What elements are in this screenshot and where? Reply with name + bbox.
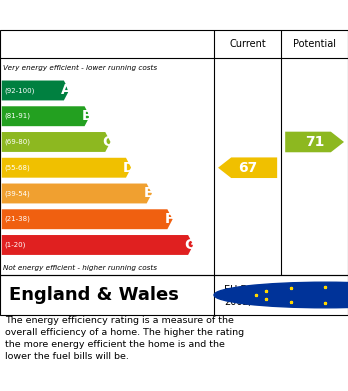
Text: Very energy efficient - lower running costs: Very energy efficient - lower running co…: [3, 65, 158, 71]
Polygon shape: [2, 158, 131, 178]
Text: B: B: [81, 109, 92, 123]
Text: Energy Efficiency Rating: Energy Efficiency Rating: [10, 7, 220, 23]
Polygon shape: [2, 132, 111, 152]
Text: The energy efficiency rating is a measure of the
overall efficiency of a home. T: The energy efficiency rating is a measur…: [5, 316, 244, 361]
Text: D: D: [122, 161, 134, 175]
Text: Not energy efficient - higher running costs: Not energy efficient - higher running co…: [3, 265, 158, 271]
Text: (92-100): (92-100): [5, 87, 35, 94]
Text: 71: 71: [305, 135, 324, 149]
Text: (21-38): (21-38): [5, 216, 30, 222]
Polygon shape: [218, 158, 277, 178]
Circle shape: [214, 282, 348, 308]
Text: (39-54): (39-54): [5, 190, 30, 197]
Polygon shape: [2, 106, 90, 126]
Polygon shape: [2, 235, 193, 255]
Polygon shape: [285, 132, 344, 152]
Text: F: F: [165, 212, 174, 226]
Text: (55-68): (55-68): [5, 165, 30, 171]
Text: E: E: [144, 187, 153, 201]
Text: A: A: [61, 83, 71, 97]
Text: G: G: [184, 238, 196, 252]
Polygon shape: [2, 81, 69, 100]
Text: (1-20): (1-20): [5, 242, 26, 248]
Text: 67: 67: [238, 161, 257, 175]
Polygon shape: [2, 209, 173, 229]
Text: Current: Current: [229, 39, 266, 49]
Text: (81-91): (81-91): [5, 113, 31, 120]
Text: 2002/91/EC: 2002/91/EC: [224, 297, 281, 307]
Polygon shape: [2, 183, 152, 203]
Text: Potential: Potential: [293, 39, 336, 49]
Text: EU Directive: EU Directive: [224, 285, 285, 295]
Text: (69-80): (69-80): [5, 139, 31, 145]
Text: C: C: [102, 135, 112, 149]
Text: England & Wales: England & Wales: [9, 286, 179, 304]
